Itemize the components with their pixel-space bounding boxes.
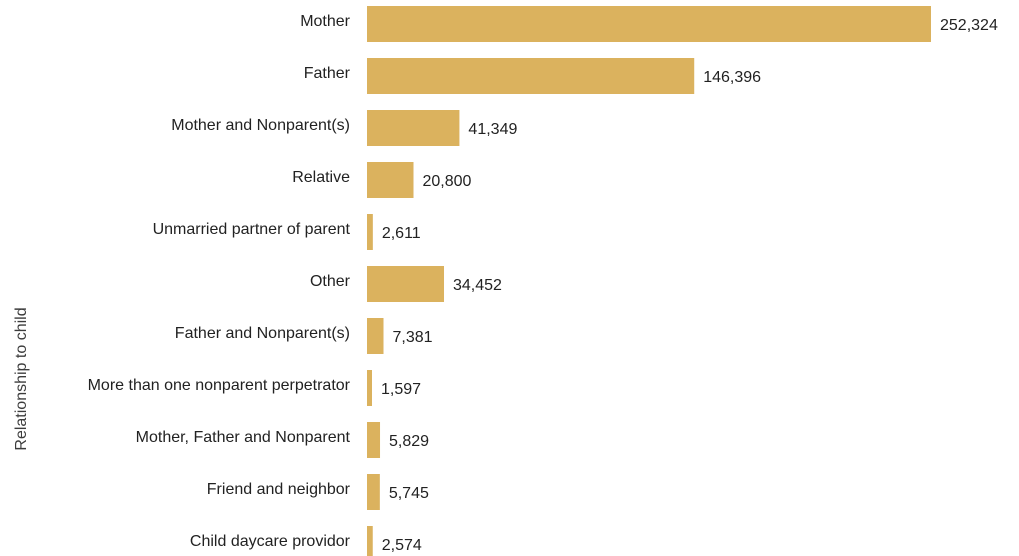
- bar: [367, 370, 372, 406]
- value-label: 1,597: [381, 381, 421, 398]
- value-label: 7,381: [392, 329, 432, 346]
- category-label: Father: [304, 65, 351, 82]
- category-label: Father and Nonparent(s): [175, 325, 350, 342]
- category-label: Mother, Father and Nonparent: [136, 429, 351, 446]
- value-label: 20,800: [422, 173, 471, 190]
- y-axis-label: Relationship to child: [13, 307, 30, 450]
- bar: [367, 6, 931, 42]
- bars-layer: Mother 252,324 Father 146,396 Mother and Non…: [88, 6, 998, 556]
- value-label: 146,396: [703, 69, 761, 86]
- category-label: Relative: [292, 169, 350, 186]
- category-label: Mother: [300, 13, 350, 30]
- bar: [367, 526, 373, 556]
- value-label: 5,829: [389, 433, 429, 450]
- value-label: 252,324: [940, 17, 998, 34]
- value-label: 2,611: [382, 225, 421, 242]
- category-label: Friend and neighbor: [207, 481, 351, 498]
- bar: [367, 318, 384, 354]
- value-label: 2,574: [382, 537, 422, 554]
- bar: [367, 110, 460, 146]
- category-label: Child daycare providor: [190, 533, 351, 550]
- bar: [367, 474, 380, 510]
- bar: [367, 422, 381, 458]
- value-label: 5,745: [389, 485, 429, 502]
- category-label: Mother and Nonparent(s): [171, 117, 350, 134]
- bar: [367, 214, 373, 250]
- category-label: Other: [310, 273, 351, 290]
- value-label: 41,349: [468, 121, 517, 138]
- value-label: 34,452: [453, 277, 502, 294]
- bar: [367, 58, 695, 94]
- bar: [367, 162, 414, 198]
- category-label: More than one nonparent perpetrator: [88, 377, 351, 394]
- bar: [367, 266, 445, 302]
- category-label: Unmarried partner of parent: [153, 221, 351, 238]
